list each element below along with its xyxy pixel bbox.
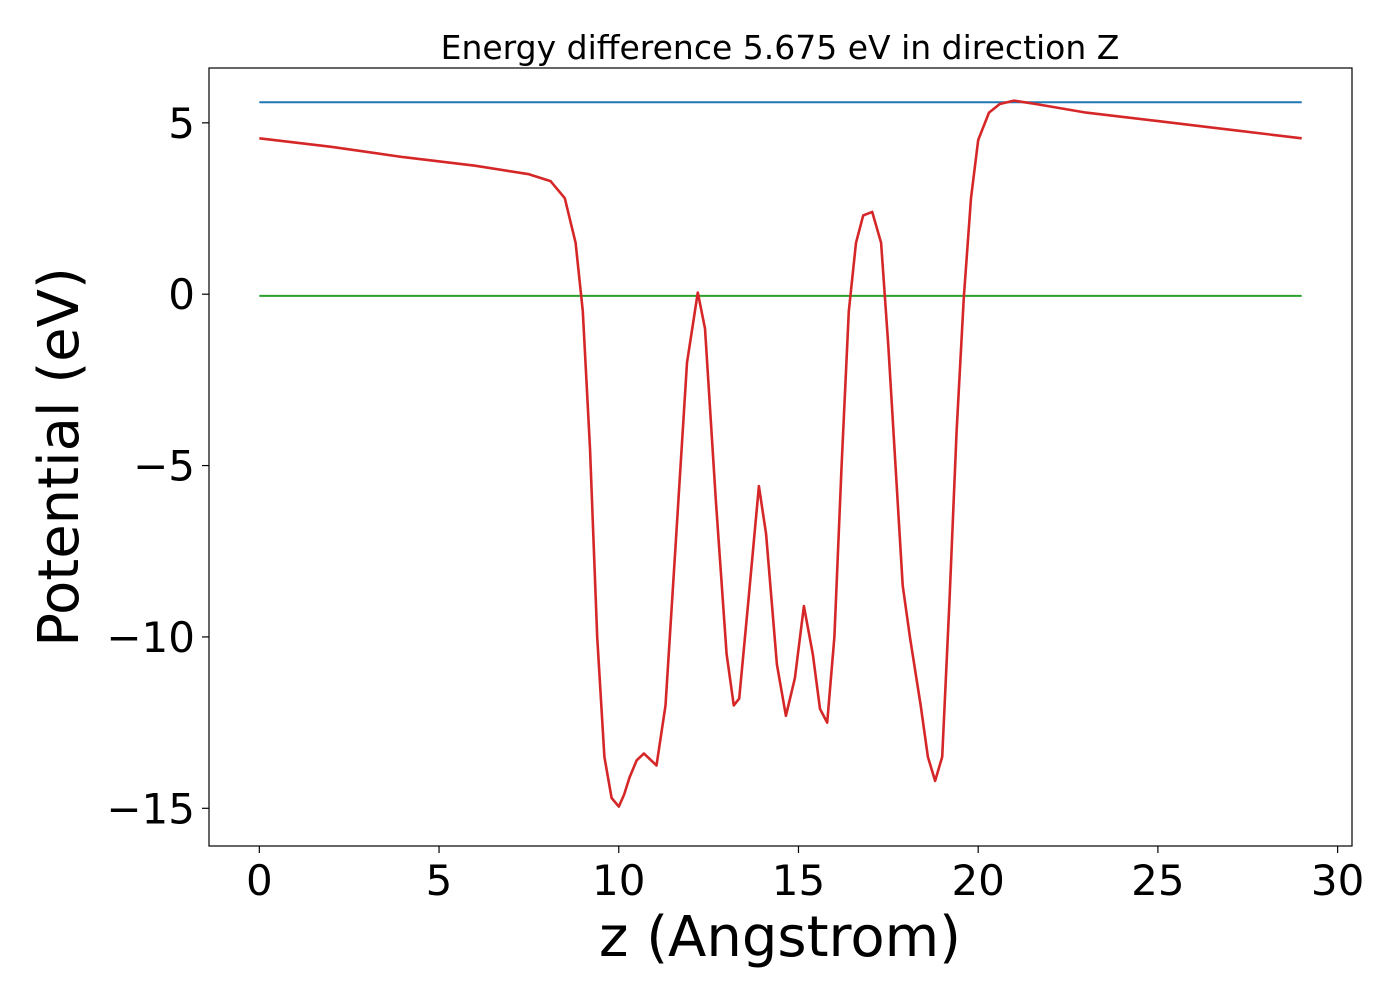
- x-axis: 0 5 10 15 20 25 30: [246, 846, 1364, 905]
- x-tick-label: 25: [1131, 856, 1184, 905]
- x-tick-label: 5: [426, 856, 453, 905]
- x-tick-label: 0: [246, 856, 273, 905]
- chart-title: Energy difference 5.675 eV in direction …: [441, 28, 1120, 67]
- plot-frame: [208, 67, 1353, 847]
- y-tick-label: 5: [168, 99, 195, 148]
- y-tick-label: −5: [133, 442, 195, 491]
- plot-area: [208, 67, 1353, 847]
- x-tick-label: 20: [951, 856, 1004, 905]
- series-line-2: [259, 99, 1302, 808]
- y-tick-label: 0: [168, 270, 195, 319]
- y-tick-label: −15: [106, 784, 195, 833]
- x-tick-label: 30: [1311, 856, 1364, 905]
- x-axis-label: z (Angstrom): [599, 905, 961, 970]
- y-axis-label: Potential (eV): [27, 267, 92, 647]
- y-axis: 5 0 −5 −10 −15: [106, 99, 209, 833]
- x-tick-label: 10: [592, 856, 645, 905]
- x-tick-label: 15: [772, 856, 825, 905]
- y-tick-label: −10: [106, 613, 195, 662]
- series-layer: [259, 99, 1302, 808]
